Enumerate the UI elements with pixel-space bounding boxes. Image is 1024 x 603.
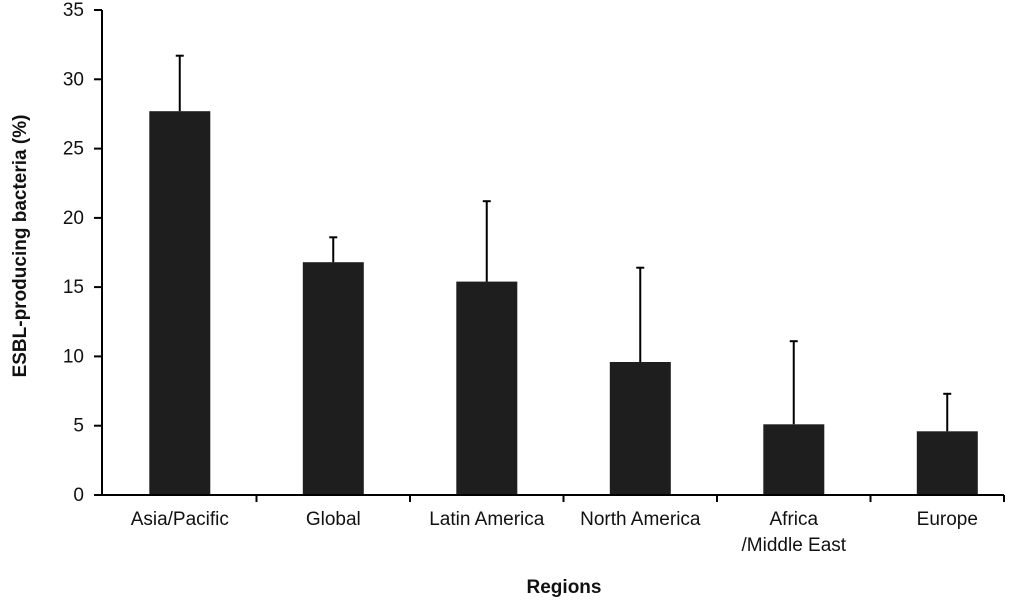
x-category-label: /Middle East xyxy=(742,535,847,556)
y-tick-label: 10 xyxy=(63,346,84,367)
bar xyxy=(609,362,671,495)
bar xyxy=(456,281,518,495)
x-axis-title: Regions xyxy=(527,577,602,598)
y-tick-label: 30 xyxy=(63,69,84,90)
bar xyxy=(916,431,978,495)
y-tick-label: 35 xyxy=(63,0,84,21)
y-tick-labels: 0 5 10 15 20 25 30 35 xyxy=(63,0,84,506)
x-category-label: Europe xyxy=(917,509,978,530)
y-tick-label: 20 xyxy=(63,208,84,229)
x-category-labels: Asia/Pacific Global Latin America North Ame… xyxy=(131,509,978,556)
y-axis-title: ESBL-producing bacteria (%) xyxy=(10,115,31,378)
x-category-label: Asia/Pacific xyxy=(131,509,229,530)
bars-layer xyxy=(149,111,978,495)
x-category-label: Africa xyxy=(770,509,819,530)
y-tick-label: 25 xyxy=(63,139,84,160)
bar xyxy=(149,111,211,495)
x-category-label: North America xyxy=(580,509,701,530)
y-tick-label: 15 xyxy=(63,277,84,298)
x-category-label: Global xyxy=(306,509,361,530)
bar xyxy=(763,424,825,495)
error-bars-layer xyxy=(175,54,952,432)
axes-layer xyxy=(94,9,1005,502)
bar xyxy=(302,262,364,495)
y-tick-label: 0 xyxy=(73,485,84,506)
x-category-label: Latin America xyxy=(429,509,545,530)
y-tick-label: 5 xyxy=(73,416,84,437)
